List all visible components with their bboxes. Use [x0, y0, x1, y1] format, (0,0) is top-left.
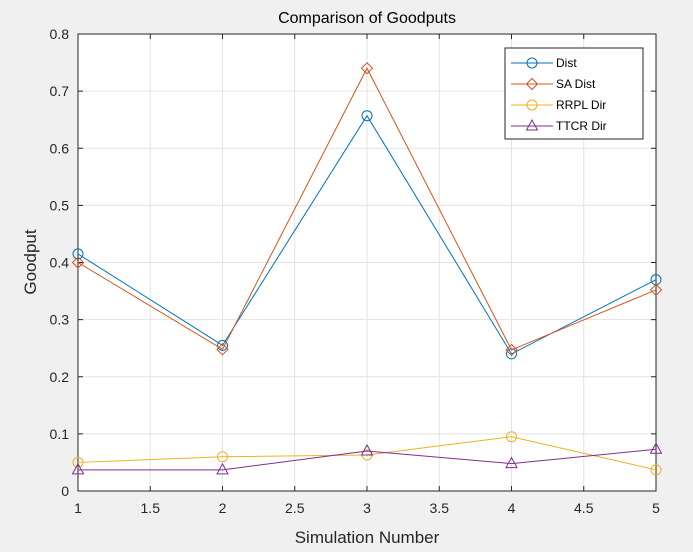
- data-point-rrpl-dir: [217, 451, 228, 463]
- data-series: [71, 62, 663, 476]
- data-point-sa-dist: [649, 283, 663, 297]
- x-tick-label: 1: [74, 500, 82, 516]
- data-point-ttcr-dir: [216, 462, 229, 475]
- data-point-ttcr-dir: [71, 462, 85, 475]
- series-line-dist: [77, 114, 657, 355]
- legend-marker-dist: [526, 57, 538, 69]
- y-axis-label: Goodput: [21, 229, 40, 294]
- series-line-sa-dist: [77, 67, 657, 351]
- series-line-ttcr-dir: [78, 448, 657, 471]
- legend: Dist SA Dist RRPL Dir TTCR Dir: [504, 47, 644, 140]
- data-point-sa-dist: [360, 62, 374, 75]
- axis-ticks: 1 1.5 2 2.5 3 3.5 4 4.5 5 0 0.1 0.2 0.3 0.4 0.5 0.6 0.7 0…: [50, 26, 661, 516]
- data-point-dist: [72, 248, 84, 260]
- y-tick-label: 0.7: [50, 83, 70, 99]
- y-tick-label: 0: [61, 483, 69, 499]
- y-tick-label: 0.6: [50, 140, 70, 156]
- data-point-dist: [217, 339, 228, 351]
- y-tick-label: 0.3: [50, 312, 70, 328]
- y-tick-label: 0.2: [50, 369, 70, 385]
- series-sa-dist: [71, 62, 663, 357]
- legend-item-ttcr-dir: TTCR Dir: [511, 118, 607, 133]
- y-tick-label: 0.1: [50, 426, 70, 442]
- data-point-ttcr-dir: [649, 442, 663, 454]
- chart-title: Comparison of Goodputs: [278, 10, 456, 27]
- x-tick-label: 2.5: [285, 500, 305, 516]
- x-tick-label: 4: [508, 500, 516, 516]
- data-point-ttcr-dir: [360, 443, 374, 456]
- legend-label-dist: Dist: [556, 56, 577, 70]
- data-point-sa-dist: [216, 343, 229, 356]
- legend-label-ttcr-dir: TTCR Dir: [556, 119, 607, 133]
- legend-marker-sa-dist: [525, 77, 539, 91]
- x-axis-label: Simulation Number: [295, 528, 440, 547]
- legend-item-rrpl-dir: RRPL Dir: [511, 98, 606, 112]
- x-tick-label: 5: [652, 500, 660, 516]
- y-tick-label: 0.4: [50, 255, 70, 271]
- series-dist: [72, 110, 662, 360]
- legend-entries: Dist SA Dist RRPL Dir TTCR Dir: [511, 56, 607, 133]
- x-tick-label: 3: [363, 500, 371, 516]
- x-tick-label: 3.5: [430, 500, 450, 516]
- legend-marker-ttcr-dir: [525, 118, 539, 131]
- series-ttcr-dir: [71, 442, 663, 475]
- legend-marker-rrpl-dir: [526, 99, 538, 111]
- legend-label-sa-dist: SA Dist: [556, 77, 596, 91]
- y-tick-label: 0.8: [50, 26, 70, 42]
- data-point-sa-dist: [71, 256, 85, 269]
- data-point-rrpl-dir: [650, 464, 662, 476]
- y-tick-label: 0.5: [50, 197, 70, 213]
- legend-item-sa-dist: SA Dist: [511, 77, 596, 91]
- data-point-rrpl-dir: [506, 431, 517, 443]
- x-tick-label: 2: [219, 500, 227, 516]
- data-point-rrpl-dir: [72, 456, 84, 468]
- data-point-sa-dist: [505, 343, 518, 357]
- data-point-ttcr-dir: [505, 456, 518, 469]
- legend-label-rrpl-dir: RRPL Dir: [556, 98, 606, 112]
- legend-item-dist: Dist: [511, 56, 577, 70]
- data-point-dist: [361, 110, 373, 122]
- x-tick-label: 1.5: [141, 500, 161, 516]
- x-tick-label: 4.5: [574, 500, 594, 516]
